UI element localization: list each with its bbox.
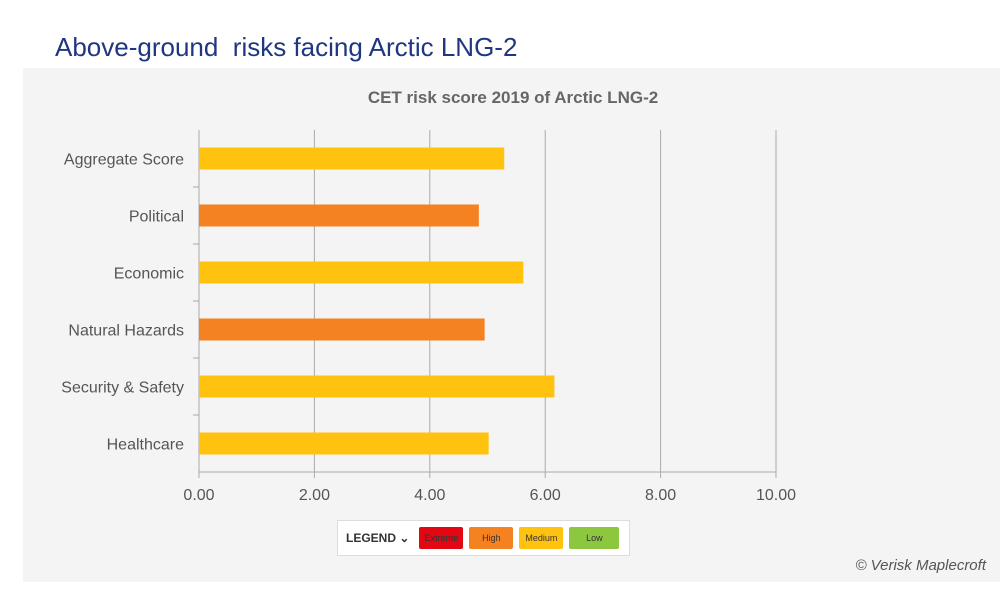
page-title: Above-ground risks facing Arctic LNG-2 — [55, 32, 518, 62]
chevron-down-icon: ⌄ — [399, 531, 410, 545]
category-label: Natural Hazards — [68, 323, 184, 340]
legend-item-medium[interactable]: Medium — [519, 527, 564, 549]
x-tick-label: 8.00 — [645, 487, 676, 504]
category-label: Political — [129, 209, 184, 226]
legend-item-extreme[interactable]: Extreme — [419, 527, 464, 549]
x-tick-label: 2.00 — [299, 487, 330, 504]
x-tick-label: 6.00 — [530, 487, 561, 504]
category-label: Economic — [114, 266, 184, 283]
legend-label: LEGEND — [346, 531, 397, 545]
bar — [199, 375, 555, 398]
category-label: Aggregate Score — [64, 152, 184, 169]
x-tick-label: 4.00 — [414, 487, 445, 504]
bar — [199, 318, 485, 341]
legend-item-low[interactable]: Low — [569, 527, 620, 549]
category-label: Security & Safety — [61, 380, 184, 397]
chart-panel — [23, 68, 1000, 582]
bar — [199, 432, 489, 455]
bar — [199, 261, 524, 284]
legend[interactable]: LEGEND ⌄ Extreme High Medium Low — [337, 520, 630, 556]
x-tick-label: 0.00 — [183, 487, 214, 504]
legend-toggle[interactable]: LEGEND ⌄ — [346, 531, 409, 545]
legend-item-high[interactable]: High — [469, 527, 514, 549]
bar — [199, 204, 479, 227]
copyright: © Verisk Maplecroft — [855, 557, 986, 574]
chart-title: CET risk score 2019 of Arctic LNG-2 — [367, 88, 659, 107]
bar — [199, 147, 505, 170]
category-label: Healthcare — [107, 437, 184, 454]
x-tick-label: 10.00 — [756, 487, 796, 504]
